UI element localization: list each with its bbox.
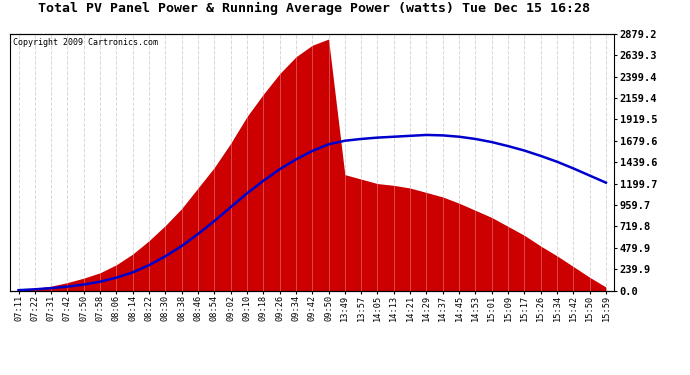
Text: Total PV Panel Power & Running Average Power (watts) Tue Dec 15 16:28: Total PV Panel Power & Running Average P… xyxy=(38,2,590,15)
Text: Copyright 2009 Cartronics.com: Copyright 2009 Cartronics.com xyxy=(13,38,159,46)
